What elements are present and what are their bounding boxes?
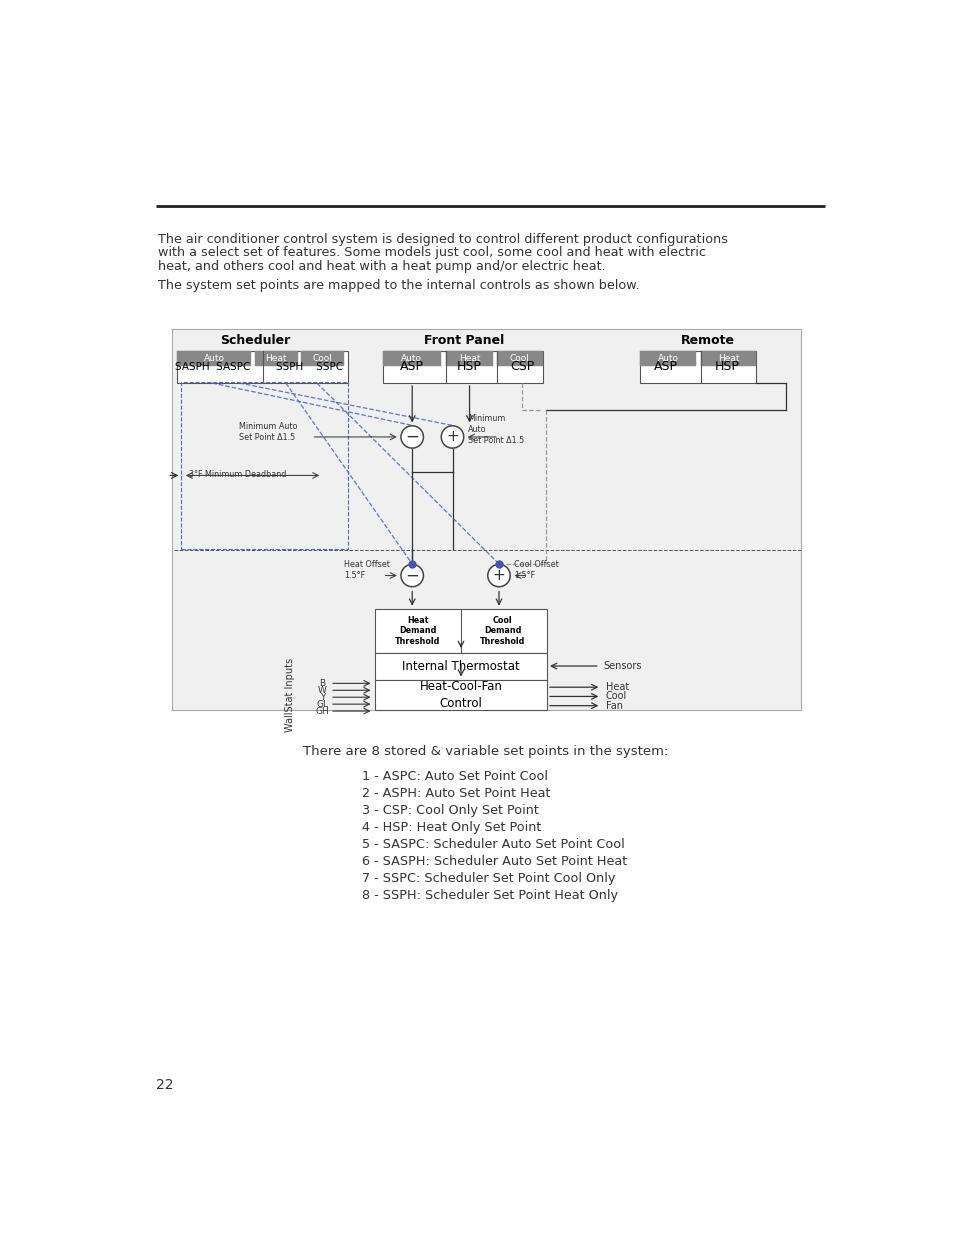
- Text: 5 - SASPC: Scheduler Auto Set Point Cool: 5 - SASPC: Scheduler Auto Set Point Cool: [361, 839, 624, 851]
- Text: 22: 22: [156, 1078, 173, 1093]
- Text: 3°F Minimum Deadband: 3°F Minimum Deadband: [189, 471, 286, 479]
- Text: There are 8 stored & variable set points in the system:: There are 8 stored & variable set points…: [303, 745, 668, 758]
- Text: Heat: Heat: [605, 682, 629, 692]
- Text: Cool: Cool: [313, 354, 333, 363]
- Text: Scheduler: Scheduler: [219, 335, 290, 347]
- Text: 1 - ASPC: Auto Set Point Cool: 1 - ASPC: Auto Set Point Cool: [361, 771, 547, 783]
- Text: Fan: Fan: [605, 700, 622, 710]
- Text: GL: GL: [316, 700, 328, 709]
- Text: 6 - SASPH: Scheduler Auto Set Point Heat: 6 - SASPH: Scheduler Auto Set Point Heat: [361, 855, 626, 868]
- Bar: [172, 330, 801, 710]
- Text: Cool: Cool: [605, 692, 626, 701]
- Text: +: +: [492, 568, 505, 583]
- Bar: [639, 351, 695, 366]
- Bar: [301, 351, 344, 366]
- Text: Heat
Demand
Threshold: Heat Demand Threshold: [395, 616, 440, 646]
- Text: Auto: Auto: [401, 354, 422, 363]
- Text: Heat: Heat: [458, 354, 479, 363]
- Text: Internal Thermostat: Internal Thermostat: [402, 659, 519, 673]
- Text: Sensors: Sensors: [603, 661, 641, 671]
- Text: Heat-Cool-Fan
Control: Heat-Cool-Fan Control: [419, 680, 502, 710]
- Text: GH: GH: [315, 706, 329, 715]
- Circle shape: [441, 426, 463, 448]
- Text: HSP: HSP: [714, 361, 739, 373]
- Text: Auto: Auto: [204, 354, 225, 363]
- Circle shape: [487, 564, 510, 587]
- Text: −: −: [405, 429, 418, 446]
- Text: ASP: ASP: [654, 361, 678, 373]
- Text: Cool
Demand
Threshold: Cool Demand Threshold: [479, 616, 525, 646]
- Bar: [254, 351, 297, 366]
- Text: ASP: ASP: [399, 361, 424, 373]
- Text: Minimum
Auto
Set Point Δ1.5: Minimum Auto Set Point Δ1.5: [468, 414, 524, 445]
- Text: SSPH    SSPC: SSPH SSPC: [275, 362, 342, 372]
- Text: +: +: [446, 430, 458, 445]
- Text: with a select set of features. Some models just cool, some cool and heat with el: with a select set of features. Some mode…: [158, 246, 705, 259]
- Text: CSP: CSP: [510, 361, 534, 373]
- Text: WallStat Inputs: WallStat Inputs: [284, 658, 294, 732]
- Text: Auto: Auto: [657, 354, 678, 363]
- Bar: [375, 652, 546, 679]
- Text: The system set points are mapped to the internal controls as shown below.: The system set points are mapped to the …: [158, 279, 639, 293]
- Text: Heat Offset
1.5°F: Heat Offset 1.5°F: [344, 561, 390, 580]
- Text: SASPH  SASPC: SASPH SASPC: [174, 362, 250, 372]
- Text: −: −: [405, 567, 418, 584]
- Circle shape: [400, 426, 423, 448]
- Text: heat, and others cool and heat with a heat pump and/or electric heat.: heat, and others cool and heat with a he…: [158, 259, 605, 273]
- Bar: [382, 351, 542, 383]
- Text: W: W: [317, 685, 326, 695]
- Text: 3 - CSP: Cool Only Set Point: 3 - CSP: Cool Only Set Point: [361, 804, 538, 818]
- Text: Remote: Remote: [680, 335, 735, 347]
- Bar: [700, 351, 756, 366]
- Bar: [375, 679, 546, 710]
- Text: Cool Offset
1.5°F: Cool Offset 1.5°F: [514, 561, 558, 580]
- Text: Heat: Heat: [265, 354, 287, 363]
- Text: The air conditioner control system is designed to control different product conf: The air conditioner control system is de…: [158, 233, 727, 246]
- Bar: [177, 351, 251, 366]
- Bar: [382, 351, 440, 366]
- Text: Minimum Auto
Set Point Δ1.5: Minimum Auto Set Point Δ1.5: [239, 421, 297, 442]
- Text: Front Panel: Front Panel: [423, 335, 504, 347]
- Text: 2 - ASPH: Auto Set Point Heat: 2 - ASPH: Auto Set Point Heat: [361, 787, 550, 800]
- Text: B: B: [319, 679, 325, 688]
- Text: 8 - SSPH: Scheduler Set Point Heat Only: 8 - SSPH: Scheduler Set Point Heat Only: [361, 889, 618, 902]
- Bar: [639, 351, 756, 383]
- Bar: [177, 351, 348, 383]
- Text: Cool: Cool: [510, 354, 529, 363]
- Text: 7 - SSPC: Scheduler Set Point Cool Only: 7 - SSPC: Scheduler Set Point Cool Only: [361, 872, 615, 885]
- Bar: [497, 351, 542, 366]
- Text: Y: Y: [319, 693, 325, 701]
- Bar: [181, 382, 348, 548]
- Circle shape: [400, 564, 423, 587]
- Bar: [446, 351, 493, 366]
- Text: HSP: HSP: [456, 361, 481, 373]
- Bar: [375, 609, 546, 652]
- Text: Heat: Heat: [717, 354, 739, 363]
- Text: 4 - HSP: Heat Only Set Point: 4 - HSP: Heat Only Set Point: [361, 821, 540, 834]
